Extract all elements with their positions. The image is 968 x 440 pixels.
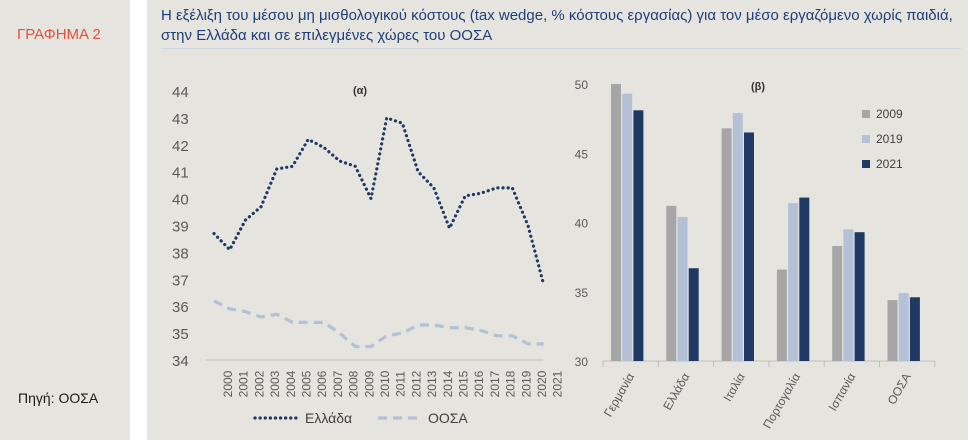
- bar-2019: [677, 216, 688, 361]
- x-tick-label-a: 2019: [519, 370, 533, 397]
- y-tick-label-a: 36: [172, 299, 189, 316]
- x-tick-label-a: 2009: [362, 370, 376, 397]
- x-tick-label-a: 2008: [347, 370, 361, 397]
- y-tick-label-a: 35: [172, 326, 189, 343]
- bar-2019: [788, 203, 799, 361]
- legend-swatch-b: [862, 135, 870, 143]
- y-tick-label-a: 37: [172, 272, 189, 289]
- legend-swatch-b: [862, 110, 870, 118]
- x-tick-label-a: 2002: [252, 370, 266, 397]
- panel-separator: [130, 0, 147, 440]
- y-tick-label-b: 50: [575, 78, 589, 92]
- bar-2009: [832, 246, 843, 361]
- bar-2021: [688, 268, 699, 361]
- legend-swatch-b: [862, 160, 870, 168]
- y-tick-label-a: 39: [172, 219, 189, 236]
- bar-2009: [611, 84, 621, 361]
- x-tick-label-a: 2004: [284, 370, 298, 397]
- series-line-oecd: [213, 299, 544, 349]
- x-category-label-b: ΟΟΣΑ: [885, 371, 914, 408]
- x-tick-label-a: 2007: [331, 370, 345, 397]
- figure-label: ΓΡΑΦΗΜΑ 2: [17, 26, 101, 43]
- bar-2019: [622, 93, 633, 361]
- y-tick-label-b: 30: [575, 355, 589, 369]
- x-tick-label-a: 2021: [551, 370, 565, 397]
- series-line-greece: [212, 116, 546, 287]
- y-tick-label-a: 44: [172, 84, 189, 101]
- x-category-label-b: Ιταλία: [720, 370, 747, 403]
- line-chart-title: (α): [353, 85, 367, 97]
- y-tick-label-a: 42: [172, 138, 189, 155]
- y-tick-label-a: 43: [172, 111, 189, 128]
- bar-2021: [633, 110, 644, 361]
- legend-label-a: Ελλάδα: [305, 410, 352, 426]
- bar-2021: [854, 232, 865, 361]
- y-tick-label-a: 41: [172, 165, 189, 182]
- x-tick-label-a: 2016: [472, 370, 486, 397]
- legend-label-b: 2019: [876, 132, 903, 146]
- legend-label-a: ΟΟΣΑ: [428, 410, 468, 426]
- bar-2019: [898, 293, 909, 361]
- x-category-label-b: Πορτογαλία: [760, 370, 803, 431]
- bar-2009: [666, 205, 677, 361]
- x-tick-label-a: 2000: [221, 370, 235, 397]
- y-tick-label-b: 40: [575, 217, 589, 231]
- left-panel: ΓΡΑΦΗΜΑ 2 Πηγή: ΟΟΣΑ: [0, 0, 130, 440]
- x-category-label-b: Γερμανία: [601, 370, 637, 419]
- y-tick-label-b: 45: [575, 147, 589, 161]
- legend-label-b: 2009: [876, 107, 903, 121]
- x-tick-label-a: 2010: [378, 370, 392, 397]
- bar-2021: [799, 197, 810, 361]
- x-tick-label-a: 2013: [425, 370, 439, 397]
- x-tick-label-a: 2014: [441, 370, 455, 397]
- x-tick-label-a: 2011: [394, 371, 408, 397]
- y-tick-label-a: 34: [172, 353, 189, 370]
- y-tick-label-a: 40: [172, 192, 189, 209]
- x-tick-label-a: 2020: [535, 370, 549, 397]
- bar-2021: [909, 297, 920, 361]
- x-category-label-b: Ελλάδα: [660, 370, 692, 412]
- x-tick-label-a: 2003: [268, 370, 282, 397]
- title-divider: [161, 48, 961, 49]
- y-tick-label-a: 38: [172, 245, 189, 262]
- bar-2021: [744, 132, 754, 361]
- bar-chart-title: (β): [751, 81, 765, 93]
- y-tick-label-b: 35: [575, 286, 589, 300]
- x-tick-label-a: 2006: [315, 370, 329, 397]
- x-tick-label-a: 2015: [457, 370, 471, 397]
- bar-2019: [732, 113, 743, 362]
- x-tick-label-a: 2012: [409, 370, 423, 397]
- x-tick-label-a: 2001: [237, 370, 251, 397]
- bar-2009: [776, 269, 787, 361]
- bar-2019: [843, 229, 854, 361]
- x-category-label-b: Ισπανία: [826, 370, 859, 413]
- source-note: Πηγή: ΟΟΣΑ: [18, 390, 99, 406]
- figure-title: Η εξέλιξη του μέσου μη μισθολογικού κόστ…: [161, 7, 953, 44]
- x-tick-label-a: 2005: [300, 370, 314, 397]
- x-tick-label-a: 2018: [504, 370, 518, 397]
- legend-label-b: 2021: [876, 157, 903, 171]
- chart-panel: [147, 0, 968, 440]
- bar-2009: [721, 128, 732, 361]
- bar-2009: [887, 300, 898, 361]
- x-tick-label-a: 2017: [488, 370, 502, 397]
- bar-chart: (β) 30 35 40 45 50 Γερμανία Ελλάδα Ιταλία Πορτογα…: [575, 78, 936, 431]
